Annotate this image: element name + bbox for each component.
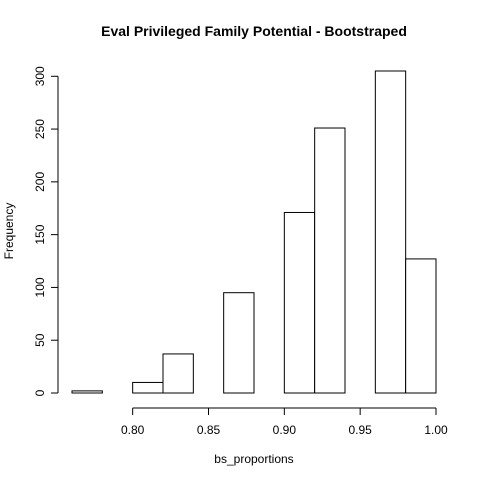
histogram-bar [132, 381, 164, 394]
y-tick-label: 50 [33, 333, 47, 347]
x-axis-label: bs_proportions [214, 452, 293, 466]
x-tick-label: 0.85 [197, 423, 221, 437]
histogram-bar [374, 70, 407, 394]
chart-title: Eval Privileged Family Potential - Boots… [101, 23, 407, 39]
x-tick-label: 0.95 [348, 423, 372, 437]
x-tick-label: 1.00 [424, 423, 448, 437]
histogram-bar [314, 127, 346, 394]
histogram-bar [162, 353, 194, 394]
y-tick-label: 250 [33, 119, 47, 139]
histogram-bar [223, 292, 255, 394]
y-axis-label: Frequency [2, 203, 16, 260]
x-axis: 0.80 0.85 0.90 0.95 1.00 [121, 407, 448, 437]
y-tick-label: 0 [33, 389, 47, 396]
x-tick-label: 0.90 [273, 423, 297, 437]
y-tick-label: 150 [33, 224, 47, 244]
histogram-bar [71, 390, 103, 394]
bars-layer [71, 70, 437, 394]
y-tick-label: 200 [33, 172, 47, 192]
y-axis: 0 50 100 150 200 250 300 [33, 66, 59, 396]
x-tick-label: 0.80 [121, 423, 145, 437]
histogram-bar [283, 211, 316, 394]
y-tick-label: 100 [33, 277, 47, 297]
y-tick-label: 300 [33, 66, 47, 86]
histogram-bar [405, 258, 437, 394]
